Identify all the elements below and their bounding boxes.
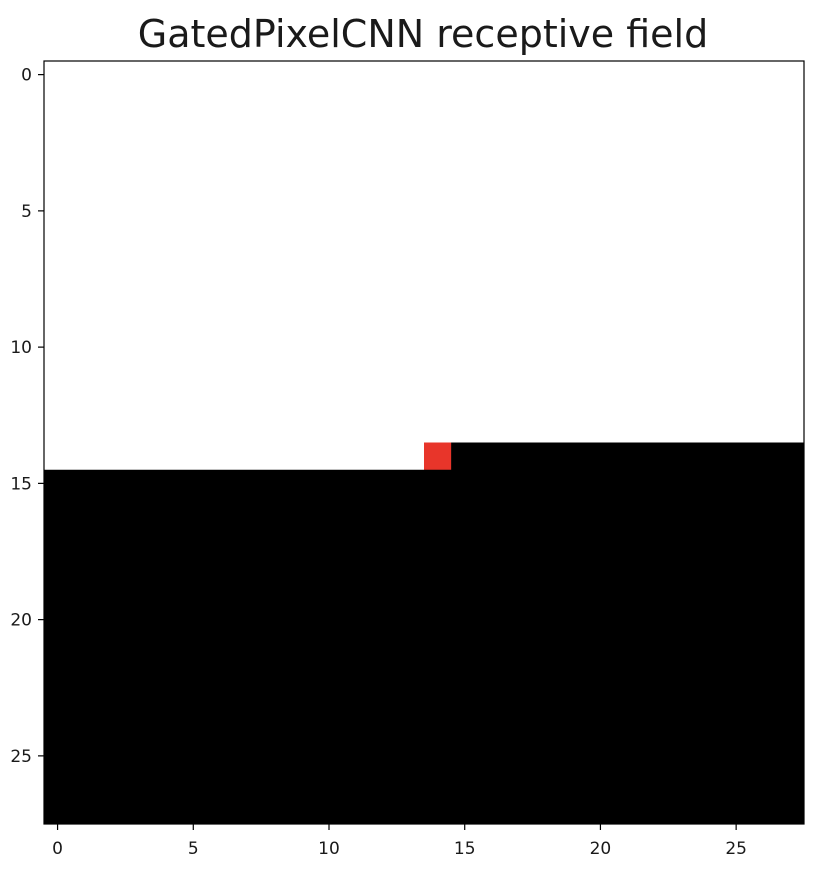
masked-rows-below	[44, 469, 805, 825]
heatmap-cells	[44, 61, 805, 825]
receptive-field-row-left	[44, 442, 425, 471]
masked-row-right	[451, 442, 805, 471]
y-tick-label: 0	[21, 66, 32, 86]
x-tick-label: 20	[590, 839, 612, 859]
plot-frame	[43, 60, 805, 825]
y-tick-label: 25	[10, 747, 32, 767]
y-axis: 0 5 10 15 20 25	[10, 66, 44, 767]
x-tick-label: 0	[52, 839, 63, 859]
x-tick-label: 5	[188, 839, 199, 859]
y-tick-label: 5	[21, 202, 32, 222]
y-tick-label: 20	[10, 611, 32, 631]
x-tick-label: 15	[454, 839, 476, 859]
y-tick-label: 10	[10, 338, 32, 358]
x-axis: 0 5 10 15 20 25	[52, 824, 747, 859]
target-pixel	[424, 442, 452, 471]
x-tick-label: 25	[725, 839, 747, 859]
x-tick-label: 10	[318, 839, 340, 859]
chart-title: GatedPixelCNN receptive field	[137, 12, 709, 56]
receptive-field-rows	[44, 61, 805, 443]
y-tick-label: 15	[10, 474, 32, 494]
